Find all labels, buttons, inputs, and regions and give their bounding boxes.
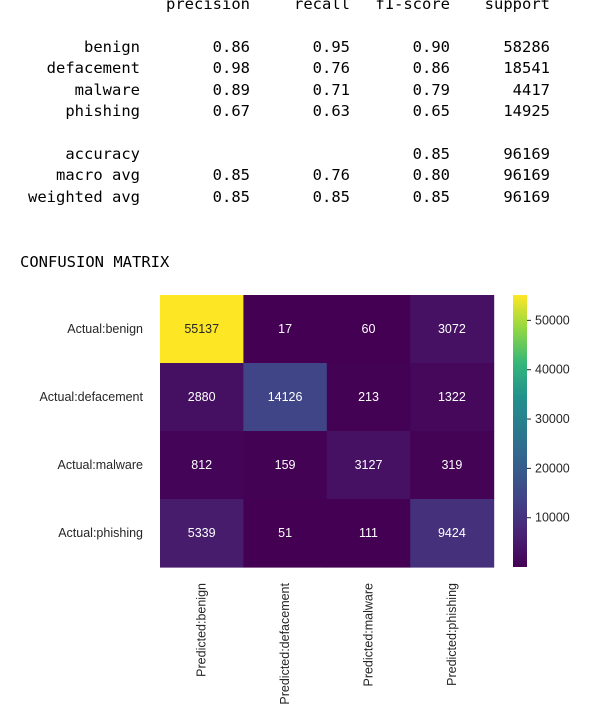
heatmap-cell-value: 2880 [188, 390, 216, 404]
confusion-matrix-title: CONFUSION MATRIX [20, 253, 170, 271]
report-precision: 0.86 [212, 38, 250, 56]
heatmap-cell-value: 17 [278, 322, 292, 336]
heatmap-cell-value: 51 [278, 526, 292, 540]
report-header-precision: precision [166, 0, 250, 13]
report-row: malware 0.89 0.71 0.79 4417 [0, 81, 608, 101]
column-label: Predicted:malware [362, 583, 376, 687]
heatmap-cell-value: 1322 [438, 390, 466, 404]
column-label: Predicted:phishing [445, 583, 459, 686]
report-row: benign 0.86 0.95 0.90 58286 [0, 38, 608, 58]
report-recall: 0.76 [312, 59, 350, 78]
report-row-label: macro avg [56, 166, 140, 185]
report-row-label: malware [74, 80, 140, 99]
colorbar-tick-label: 50000 [535, 313, 570, 327]
report-recall: 0.71 [312, 80, 350, 99]
column-label: Predicted:defacement [278, 582, 292, 704]
report-precision: 0.85 [212, 166, 250, 185]
heatmap-cell [160, 295, 244, 364]
report-row: accuracy 0.85 96169 [0, 145, 608, 165]
report-row: weighted avg 0.85 0.85 0.85 96169 [0, 188, 608, 208]
heatmap-cell-value: 9424 [438, 526, 466, 540]
report-f1-score: 0.79 [412, 80, 450, 99]
report-row: phishing 0.67 0.63 0.65 14925 [0, 102, 608, 122]
report-support: 4417 [512, 80, 550, 99]
row-label: Actual:malware [58, 458, 143, 472]
heatmap-cell [410, 363, 495, 432]
report-header-row: precision recall f1-score support [0, 0, 608, 15]
heatmap-cell [160, 363, 244, 432]
report-row-label: weighted avg [28, 187, 140, 206]
report-f1-score: 0.85 [412, 145, 450, 163]
row-label: Actual:phishing [58, 526, 143, 540]
report-row: defacement 0.98 0.76 0.86 18541 [0, 59, 608, 79]
report-recall: 0.76 [312, 166, 350, 185]
heatmap-cell [326, 363, 411, 432]
heatmap-cell [243, 431, 328, 500]
heatmap-cell [326, 431, 411, 500]
report-precision: 0.85 [212, 187, 250, 206]
colorbar-tick-label: 10000 [535, 511, 570, 525]
colorbar-tick-label: 20000 [535, 461, 570, 475]
colorbar-tick-label: 40000 [535, 363, 570, 377]
heatmap-cell-value: 55137 [184, 322, 219, 336]
report-f1-score: 0.86 [412, 59, 450, 78]
report-support: 58286 [503, 38, 550, 56]
report-header-f1-score: f1-score [375, 0, 450, 13]
heatmap-cell-value: 60 [362, 322, 376, 336]
report-f1-score: 0.90 [412, 38, 450, 56]
report-row: macro avg 0.85 0.76 0.80 96169 [0, 166, 608, 186]
report-row-label: defacement [46, 59, 140, 78]
report-row-label: phishing [65, 101, 140, 120]
row-label: Actual:benign [67, 322, 143, 336]
heatmap-cell [326, 295, 411, 364]
column-label: Predicted:benign [195, 583, 209, 677]
heatmap-cell [410, 499, 495, 568]
colorbar-tick-label: 30000 [535, 412, 570, 426]
heatmap-cell-value: 14126 [268, 390, 303, 404]
report-precision: 0.67 [212, 101, 250, 120]
colorbar [513, 295, 527, 567]
heatmap-cell [410, 431, 495, 500]
report-precision: 0.98 [212, 59, 250, 78]
heatmap-cell-value: 3127 [355, 458, 383, 472]
heatmap-cell-value: 159 [275, 458, 296, 472]
heatmap-cell-value: 5339 [188, 526, 216, 540]
heatmap-cell-value: 111 [359, 526, 378, 540]
heatmap-cell-value: 213 [358, 390, 379, 404]
report-f1-score: 0.65 [412, 101, 450, 120]
heatmap-cell [243, 363, 328, 432]
heatmap-cells: 55137 17 60 3072 2880 14126 213 1322 812 159 3127 3… [160, 295, 495, 568]
report-support: 96169 [503, 145, 550, 163]
heatmap-cell-value: 812 [191, 458, 212, 472]
heatmap-cell [160, 499, 244, 568]
report-support: 96169 [503, 187, 550, 206]
report-row-label: benign [84, 38, 140, 56]
report-support: 96169 [503, 166, 550, 185]
heatmap-cell [160, 431, 244, 500]
row-label: Actual:defacement [39, 390, 143, 404]
report-header-recall: recall [294, 0, 350, 13]
report-header-support: support [484, 0, 550, 13]
heatmap-cell-value: 3072 [438, 322, 466, 336]
report-f1-score: 0.80 [412, 166, 450, 185]
report-recall: 0.63 [312, 101, 350, 120]
report-row-label: accuracy [65, 145, 140, 163]
report-f1-score: 0.85 [412, 187, 450, 206]
heatmap-cell [410, 295, 495, 364]
heatmap-cell [243, 295, 328, 364]
heatmap-cell [243, 499, 328, 568]
heatmap-cell-value: 319 [441, 458, 462, 472]
report-recall: 0.95 [312, 38, 350, 56]
report-support: 14925 [503, 101, 550, 120]
report-precision: 0.89 [212, 80, 250, 99]
report-support: 18541 [503, 59, 550, 78]
heatmap-cell [326, 499, 411, 568]
report-recall: 0.85 [312, 187, 350, 206]
